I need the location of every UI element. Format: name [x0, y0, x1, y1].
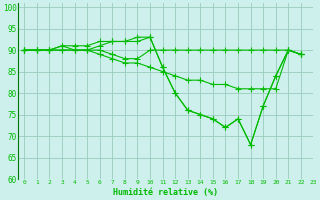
X-axis label: Humidité relative (%): Humidité relative (%)	[113, 188, 218, 197]
